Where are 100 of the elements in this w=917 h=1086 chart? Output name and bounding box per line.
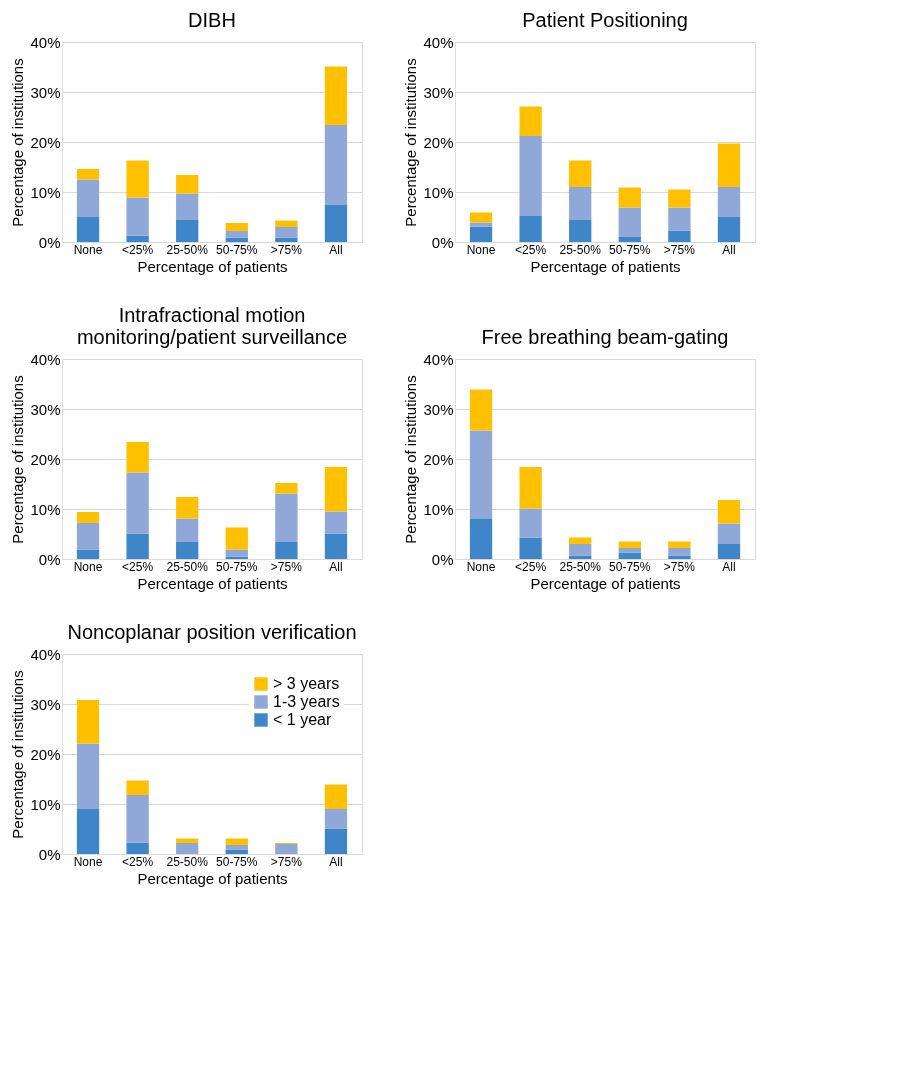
bar [176,518,199,542]
x-tick-label: All [329,242,343,257]
legend-label: 1-3 years [273,693,340,710]
bar [717,187,741,217]
bar [668,541,691,548]
bar [176,220,199,242]
x-tick-label: >75% [270,854,303,869]
legend-label: > 3 years [273,675,340,692]
bar [76,700,100,744]
bar [76,217,100,242]
bar [469,212,493,223]
y-axis-title: Percentage of institutions [402,58,420,227]
x-tick-label: 25-50% [166,242,209,257]
bar [717,500,741,524]
bar [519,537,542,559]
y-tick-label: 40% [30,350,61,368]
bar [76,169,100,180]
x-axis-title: Percentage of patients [530,257,681,275]
bar [76,743,100,809]
y-tick-label: 20% [423,450,454,468]
y-axis-title: Percentage of institutions [402,375,420,544]
x-tick-label: 50-75% [609,559,651,574]
bar [324,784,348,809]
bar [618,548,641,553]
bar [618,207,641,237]
bar [324,809,348,829]
bar [717,143,741,187]
chart-title: Free breathing beam-gating [481,326,729,348]
x-tick-label: 50-75% [216,559,258,574]
bar [519,106,542,136]
bar [275,542,298,559]
bar [126,842,149,854]
x-tick-label: 25-50% [166,559,209,574]
x-tick-label: 25-50% [559,242,602,257]
x-tick-label: <25% [122,854,154,869]
x-axis-title: Percentage of patients [137,257,288,275]
x-tick-label: >75% [270,242,303,257]
y-tick-label: 30% [423,83,454,101]
y-tick-label: 40% [30,645,61,663]
y-tick-label: 30% [30,83,61,101]
bar [519,467,542,509]
y-tick-label: 20% [30,133,61,151]
bar [569,537,592,544]
bar [469,389,493,431]
bar [519,508,542,538]
x-tick-label: >75% [270,559,303,574]
bar [225,527,248,550]
chart-title: Intrafractional motion monitoring/patient surveillance [76,304,348,348]
x-tick-label: None [73,242,103,257]
legend-label: < 1 year [273,711,332,728]
bar [618,552,641,559]
y-tick-label: 10% [30,795,61,813]
bar [176,542,199,559]
bar [469,226,493,242]
y-tick-label: 10% [30,500,61,518]
bar [668,189,691,208]
y-tick-label: 20% [423,133,454,151]
x-tick-label: None [466,559,496,574]
bar [275,237,298,242]
bar [324,533,348,559]
bar [324,66,348,125]
bar [225,838,248,845]
bar [126,160,149,198]
bar [225,845,248,850]
bar [76,809,100,854]
bar [126,197,149,236]
bar [176,843,199,854]
x-tick-label: None [73,559,103,574]
y-tick-label: 10% [30,183,61,201]
chart-title: Patient Positioning [522,9,688,31]
bar [569,220,592,242]
x-tick-label: <25% [122,559,154,574]
bar [126,442,149,473]
chart-title: DIBH [188,9,236,31]
x-tick-label: All [329,854,343,869]
bar [569,544,592,556]
x-tick-label: >75% [663,242,696,257]
bar [668,548,691,556]
y-tick-label: 0% [38,233,61,251]
bar [324,467,348,512]
bar [569,187,592,220]
bar [225,549,248,557]
x-tick-label: 50-75% [609,242,651,257]
bar [469,430,493,519]
x-tick-label: All [329,559,343,574]
bar [324,828,348,854]
bar [324,511,348,534]
x-tick-label: None [466,242,496,257]
x-tick-label: <25% [515,242,547,257]
x-tick-label: >75% [663,559,696,574]
x-tick-label: <25% [515,559,547,574]
y-axis-title: Percentage of institutions [9,670,27,839]
bar [324,205,348,242]
bar [225,231,248,238]
y-axis-title: Percentage of institutions [9,375,27,544]
y-tick-label: 10% [423,500,454,518]
bar [176,175,199,194]
bar [275,220,298,227]
bar [618,187,641,208]
bar [176,497,199,519]
